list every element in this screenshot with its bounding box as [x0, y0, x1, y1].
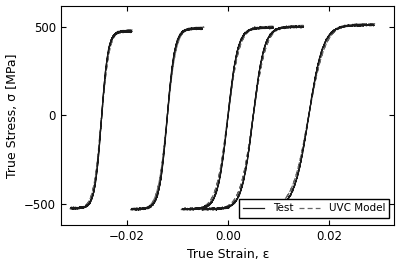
X-axis label: True Strain, ε: True Strain, ε — [186, 249, 269, 261]
Legend: Test, UVC Model: Test, UVC Model — [239, 199, 389, 218]
Y-axis label: True Stress, σ [MPa]: True Stress, σ [MPa] — [6, 53, 18, 178]
